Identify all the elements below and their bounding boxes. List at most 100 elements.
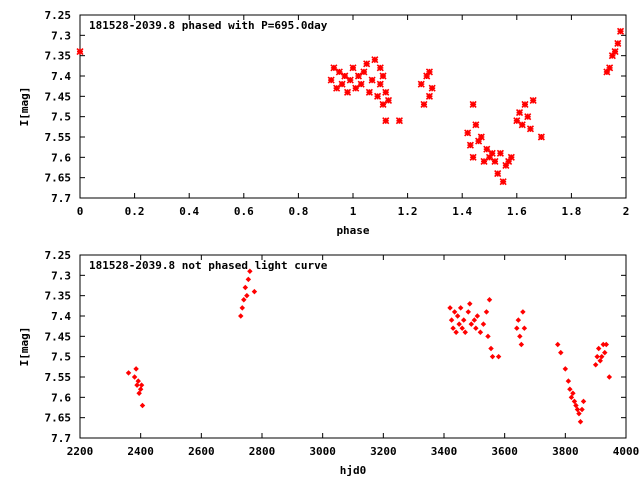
y-tick-label: 7.3 xyxy=(51,269,71,282)
data-point xyxy=(485,153,494,161)
x-tick-label: 1.6 xyxy=(507,205,527,218)
x-axis-title: phase xyxy=(336,224,369,237)
y-tick-label: 7.3 xyxy=(51,29,71,42)
data-point xyxy=(489,353,496,360)
plot-frame xyxy=(79,14,627,199)
data-point xyxy=(473,325,479,331)
y-tick-label: 7.4 xyxy=(51,70,71,83)
y-tick-label: 7.55 xyxy=(45,131,72,144)
data-point xyxy=(515,109,524,117)
x-tick-label: 1.8 xyxy=(561,205,581,218)
x-tick-label: 3600 xyxy=(491,445,518,458)
data-point xyxy=(462,329,468,335)
x-tick-label: 1 xyxy=(350,205,357,218)
data-point xyxy=(425,92,434,100)
data-point xyxy=(595,345,602,352)
data-point xyxy=(384,96,393,104)
chart-panel-1: 0 0.2 0.4 0.6 0.8 1 1.2 1.4 1.6 1.8 2 7.25 7.3 7.35 7.… xyxy=(18,9,629,237)
y-tick-label: 7.5 xyxy=(51,351,71,364)
data-point xyxy=(576,410,582,417)
data-point xyxy=(570,390,576,396)
data-point xyxy=(382,88,390,96)
data-point xyxy=(135,378,141,384)
data-point xyxy=(471,317,478,323)
data-point xyxy=(475,137,483,145)
data-point xyxy=(330,64,338,72)
data-point xyxy=(247,268,253,274)
data-point xyxy=(594,353,600,360)
data-point xyxy=(606,64,614,72)
data-point xyxy=(565,378,572,384)
data-point xyxy=(491,157,499,165)
data-point xyxy=(425,68,434,76)
x-tick-label: 0.4 xyxy=(179,205,199,218)
data-point xyxy=(139,402,146,409)
data-point xyxy=(450,325,456,331)
y-tick-label: 7.35 xyxy=(45,290,72,303)
data-point xyxy=(453,329,459,335)
data-point xyxy=(521,325,528,331)
data-point xyxy=(349,64,357,72)
data-point xyxy=(521,100,529,109)
data-point xyxy=(472,121,480,129)
data-point xyxy=(365,88,373,96)
y-tick-label: 7.6 xyxy=(51,151,71,164)
data-point xyxy=(480,157,488,165)
data-point xyxy=(488,345,494,352)
data-point xyxy=(459,325,465,331)
data-point xyxy=(529,96,537,104)
data-point xyxy=(138,382,145,388)
data-point xyxy=(616,27,625,35)
data-point xyxy=(505,157,513,165)
data-point xyxy=(251,288,258,295)
data-point xyxy=(136,390,142,396)
y-axis-title: I[mag] xyxy=(18,327,31,367)
data-point xyxy=(239,305,246,311)
data-point xyxy=(245,276,252,283)
data-point xyxy=(494,170,502,178)
x-tick-label: 3800 xyxy=(552,445,579,458)
data-point xyxy=(477,329,484,335)
x-tick-label: 2800 xyxy=(249,445,276,458)
y-axis-title: I[mag] xyxy=(18,87,31,127)
data-point xyxy=(333,84,341,92)
data-point xyxy=(423,72,431,80)
y-tick-label: 7.55 xyxy=(45,371,72,384)
data-point xyxy=(466,141,474,149)
y-tick-label: 7.5 xyxy=(51,111,71,124)
x-tick-label: 2400 xyxy=(127,445,154,458)
x-tick-label: 1.4 xyxy=(452,205,472,218)
y-tick-label: 7.25 xyxy=(45,9,72,22)
data-point xyxy=(602,349,608,356)
data-point xyxy=(495,353,502,360)
x-tick-label: 1.2 xyxy=(398,205,418,218)
legend-label: 181528-2039.8 phased with P=695.0day xyxy=(89,19,328,32)
data-point xyxy=(573,402,579,409)
chart-panel-2: 2200 2400 2600 2800 3000 3200 3400 3600 3800 4000… xyxy=(18,249,639,477)
data-point xyxy=(520,309,526,315)
data-point xyxy=(352,84,360,92)
data-point xyxy=(603,68,611,76)
data-point xyxy=(515,317,522,323)
data-point xyxy=(597,358,603,364)
x-tick-label: 2600 xyxy=(188,445,215,458)
data-point xyxy=(611,48,619,56)
data-point xyxy=(518,121,526,129)
data-point xyxy=(376,64,384,72)
data-point xyxy=(507,153,515,161)
data-point xyxy=(125,370,132,376)
x-tick-label: 2200 xyxy=(67,445,94,458)
data-point xyxy=(502,161,510,170)
data-point xyxy=(486,297,493,303)
data-point xyxy=(606,374,613,380)
data-point xyxy=(368,76,376,84)
x-tick-label: 2 xyxy=(623,205,630,218)
data-point xyxy=(524,113,532,121)
x-tick-label: 3000 xyxy=(309,445,336,458)
data-point xyxy=(483,309,490,315)
data-point xyxy=(343,88,352,96)
y-tick-label: 7.65 xyxy=(45,412,72,425)
data-point xyxy=(451,309,458,315)
